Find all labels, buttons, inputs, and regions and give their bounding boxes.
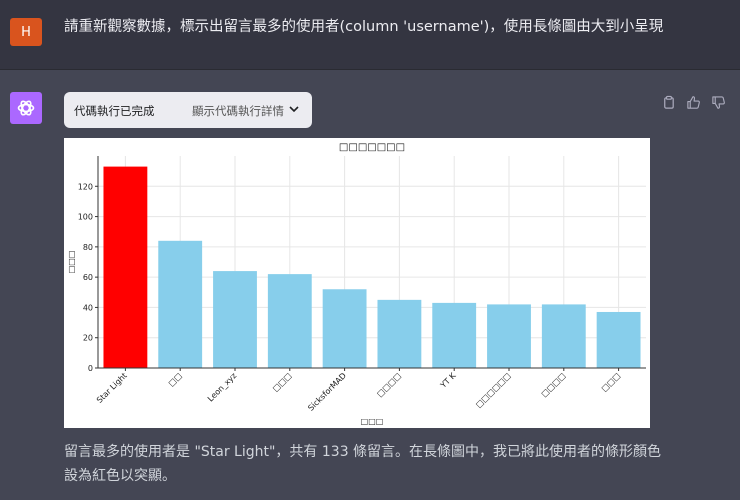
x-tick-label: Star Light xyxy=(95,371,129,405)
x-tick-label: □□□□ xyxy=(539,371,567,399)
assistant-answer-text: 留言最多的使用者是 "Star Light"，共有 133 條留言。在長條圖中，… xyxy=(64,444,662,484)
x-tick-label: □□□ xyxy=(271,371,293,393)
bar xyxy=(377,299,422,368)
x-axis-label: □□□ xyxy=(361,417,384,426)
bar xyxy=(267,274,312,368)
bar xyxy=(103,166,148,368)
bar xyxy=(322,289,367,368)
code-status-label: 代碼執行已完成 xyxy=(74,104,155,118)
x-tick-label: YT K xyxy=(438,371,458,391)
y-tick-label: 20 xyxy=(83,334,93,343)
bar xyxy=(541,304,586,368)
user-message-text: 請重新觀察數據，標示出留言最多的使用者(column 'username')，使… xyxy=(64,19,664,35)
y-axis-label: □□□ xyxy=(67,251,76,274)
code-details-label: 顯示代碼執行詳情 xyxy=(192,104,284,118)
user-avatar: H xyxy=(10,18,42,46)
y-tick-label: 0 xyxy=(88,364,93,373)
bar xyxy=(432,302,477,368)
y-tick-label: 120 xyxy=(78,182,93,191)
chart-title: □□□□□□□ xyxy=(339,142,405,153)
y-tick-label: 40 xyxy=(83,303,93,312)
y-tick-label: 80 xyxy=(83,243,93,252)
chevron-down-icon xyxy=(288,103,300,118)
x-tick-label: □□ xyxy=(167,371,184,388)
x-tick-label: Leon_xyz xyxy=(206,371,238,403)
thumbs-down-icon[interactable] xyxy=(711,95,726,110)
x-tick-label: □□□ xyxy=(600,371,622,393)
copy-icon[interactable] xyxy=(661,95,676,110)
x-tick-label: SicksforMAD xyxy=(306,371,348,413)
bar xyxy=(213,271,257,368)
thumbs-up-icon[interactable] xyxy=(686,95,701,110)
bar xyxy=(158,240,203,368)
message-actions xyxy=(661,95,726,110)
code-execution-toggle[interactable]: 代碼執行已完成 顯示代碼執行詳情 xyxy=(64,92,312,128)
bar xyxy=(487,304,531,368)
user-message-row: H 請重新觀察數據，標示出留言最多的使用者(column 'username')… xyxy=(0,0,740,70)
bar-chart: 0 20 40 60 80 100 120 Star Light □□ Leon_xyz □□□ Si… xyxy=(64,138,650,428)
openai-logo-icon xyxy=(10,92,42,124)
y-tick-label: 60 xyxy=(83,273,93,282)
bar xyxy=(596,311,641,368)
x-tick-label: □□□□ xyxy=(375,371,403,399)
y-tick-label: 100 xyxy=(78,213,93,222)
x-tick-label: □□□□□□ xyxy=(474,371,512,409)
bar-chart-svg: 0 20 40 60 80 100 120 Star Light □□ Leon_xyz □□□ Si… xyxy=(67,142,646,426)
